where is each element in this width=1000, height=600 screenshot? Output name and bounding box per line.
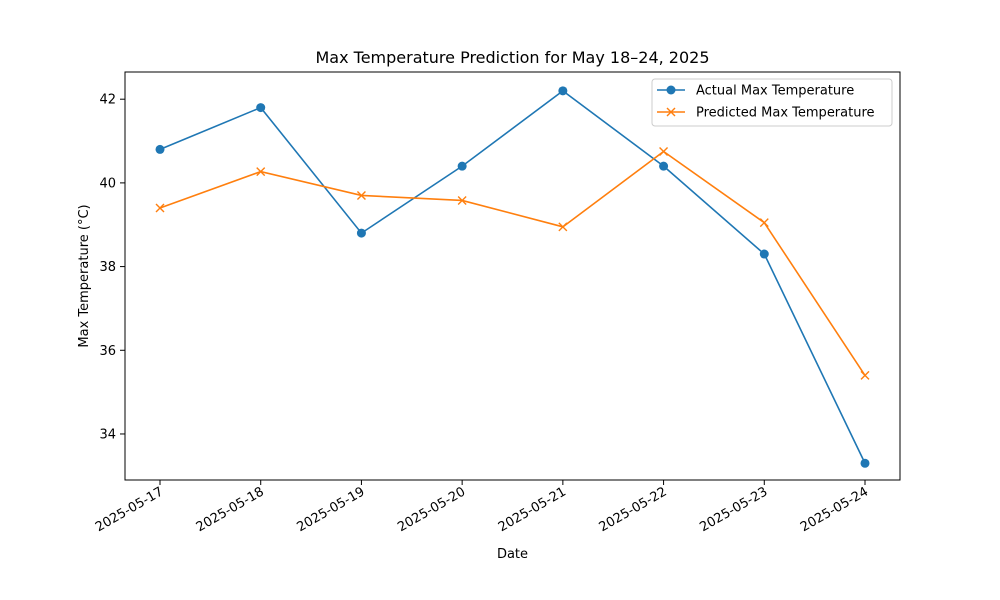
legend-marker bbox=[666, 107, 676, 117]
data-point-stroke bbox=[356, 190, 366, 200]
data-point bbox=[860, 458, 870, 468]
data-point bbox=[356, 228, 366, 238]
data-point-stroke bbox=[256, 167, 266, 177]
x-tick-label: 2025-05-17 bbox=[93, 484, 166, 535]
y-tick-label: 38 bbox=[99, 260, 116, 275]
series-line bbox=[159, 89, 866, 464]
x-tick-label: 2025-05-19 bbox=[294, 484, 367, 535]
data-point-stroke bbox=[860, 370, 870, 380]
data-point-stroke bbox=[659, 147, 669, 157]
legend-box bbox=[651, 78, 893, 127]
legend-marker bbox=[666, 85, 676, 95]
data-point-stroke bbox=[155, 203, 165, 213]
data-point bbox=[457, 161, 467, 171]
data-point bbox=[659, 147, 669, 157]
x-tick-label: 2025-05-22 bbox=[597, 484, 670, 535]
data-point bbox=[256, 167, 266, 177]
data-point-stroke bbox=[759, 218, 769, 228]
data-point bbox=[256, 103, 266, 113]
legend-label: Predicted Max Temperature bbox=[696, 106, 875, 121]
legend-label: Actual Max Temperature bbox=[696, 84, 854, 99]
x-tick-label: 2025-05-24 bbox=[798, 484, 871, 535]
legend-marker-stroke bbox=[666, 107, 676, 117]
plot-area bbox=[155, 86, 870, 468]
data-point bbox=[457, 195, 467, 205]
plot-frame bbox=[124, 71, 901, 481]
data-point bbox=[356, 190, 366, 200]
x-tick-label: 2025-05-23 bbox=[697, 484, 770, 535]
y-tick-label: 40 bbox=[99, 176, 116, 191]
data-point-stroke bbox=[558, 222, 568, 232]
data-point bbox=[659, 161, 669, 171]
y-tick-label: 36 bbox=[99, 344, 116, 359]
data-point-stroke bbox=[457, 195, 467, 205]
x-axis-title: Date bbox=[497, 547, 528, 562]
y-axis: 34 36 38 40 42 bbox=[99, 93, 125, 442]
data-point bbox=[558, 222, 568, 232]
data-point bbox=[759, 249, 769, 259]
series-line bbox=[159, 150, 866, 376]
data-point bbox=[155, 144, 165, 154]
y-tick-label: 34 bbox=[99, 427, 116, 442]
chart-title: Max Temperature Prediction for May 18–24… bbox=[315, 48, 709, 67]
data-point bbox=[558, 86, 568, 96]
x-tick-label: 2025-05-20 bbox=[395, 484, 468, 535]
y-axis-title: Max Temperature (°C) bbox=[77, 204, 92, 347]
x-tick-label: 2025-05-18 bbox=[194, 484, 267, 535]
data-point bbox=[155, 203, 165, 213]
data-point bbox=[759, 218, 769, 228]
data-point bbox=[860, 370, 870, 380]
x-axis: 2025-05-17 2025-05-18 2025-05-19 2025-05-20… bbox=[93, 480, 871, 535]
legend: Actual Max Temperature Predicted Max Temp… bbox=[651, 78, 893, 127]
x-tick-label: 2025-05-21 bbox=[496, 484, 569, 535]
y-tick-label: 42 bbox=[99, 93, 116, 108]
